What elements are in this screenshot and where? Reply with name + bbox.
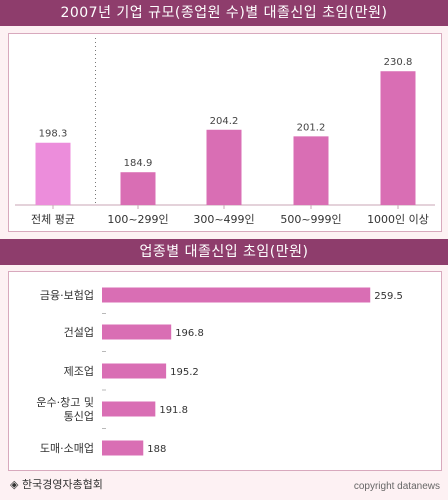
source-label: ◈ 한국경영자총협회	[10, 478, 103, 491]
chart-2-title: 업종별 대졸신입 초임(만원)	[0, 239, 448, 265]
bar-2	[206, 129, 242, 205]
hvalue-label-3: 191.8	[159, 405, 188, 416]
hvalue-label-4: 188	[147, 444, 166, 455]
hvalue-label-0: 259.5	[374, 291, 403, 302]
hbar-1	[102, 324, 172, 340]
value-label-2: 204.2	[210, 116, 239, 127]
chart-1-panel: 198.3 전체 평균 184.9 100~299인 204.2 300~499인 201.…	[8, 33, 442, 232]
category-label-3: 500~999인	[280, 213, 341, 226]
hbar-4	[102, 440, 144, 456]
bar-1	[120, 172, 156, 205]
value-label-1: 184.9	[124, 158, 153, 169]
value-label-0: 198.3	[39, 129, 68, 140]
chart-1-svg: 198.3 전체 평균 184.9 100~299인 204.2 300~499인 201.…	[15, 38, 435, 226]
bar-3	[293, 136, 329, 205]
hbar-3	[102, 401, 156, 417]
bar-0	[35, 142, 71, 205]
hcategory-label-4: 도매·소매업	[40, 442, 94, 455]
value-label-4: 230.8	[384, 57, 413, 68]
category-label-0: 전체 평균	[31, 213, 75, 226]
category-label-4: 1000인 이상	[367, 213, 429, 226]
category-label-2: 300~499인	[193, 213, 254, 226]
copyright-label: copyright datanews	[353, 481, 440, 492]
hcategory-label-3: 운수·창고 및 통신업	[36, 396, 94, 423]
hcategory-label-1: 건설업	[64, 326, 94, 339]
hcategory-label-2: 제조업	[64, 365, 94, 378]
hcategory-label-0: 금융·보험업	[40, 289, 94, 302]
category-label-1: 100~299인	[107, 213, 168, 226]
value-label-3: 201.2	[297, 122, 326, 133]
chart-1-title: 2007년 기업 규모(종업원 수)별 대졸신입 초임(만원)	[0, 0, 448, 26]
hvalue-label-1: 196.8	[175, 328, 204, 339]
hvalue-label-2: 195.2	[170, 367, 199, 378]
bar-4	[380, 71, 416, 205]
hbar-0	[102, 287, 371, 303]
hbar-2	[102, 363, 167, 379]
